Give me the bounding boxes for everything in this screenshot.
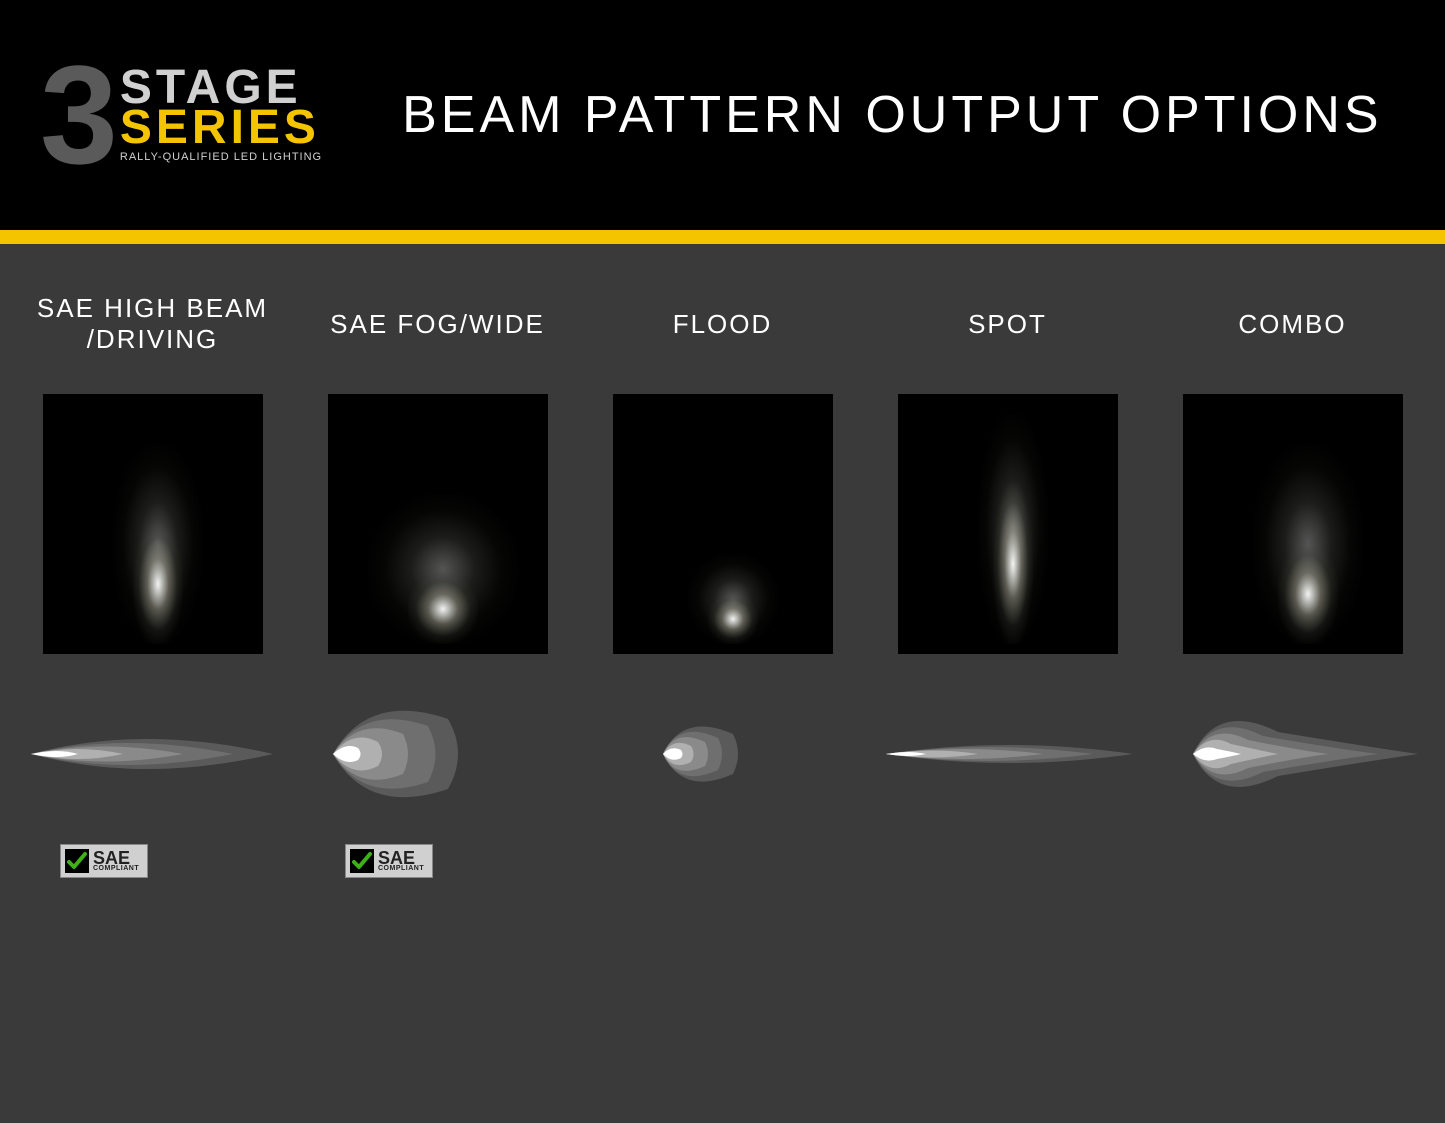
sae-badge-text: SAECOMPLIANT xyxy=(378,850,424,872)
beam-photo xyxy=(1183,394,1403,654)
accent-bar xyxy=(0,230,1445,244)
logo-tagline: RALLY-QUALIFIED LED LIGHTING xyxy=(120,153,322,162)
column-title: SAE FOG/WIDE xyxy=(330,284,545,364)
column-title: SPOT xyxy=(968,284,1047,364)
logo-number: 3 xyxy=(40,45,110,185)
beam-photo xyxy=(328,394,548,654)
beam-column: FLOOD xyxy=(590,284,855,878)
beam-photo xyxy=(43,394,263,654)
check-icon xyxy=(350,849,374,873)
beam-diagram xyxy=(878,694,1138,814)
beam-photo xyxy=(898,394,1118,654)
logo: 3 STAGE SERIES RALLY-QUALIFIED LED LIGHT… xyxy=(40,45,322,185)
check-icon xyxy=(65,849,89,873)
beam-photo xyxy=(613,394,833,654)
sae-badge-text: SAECOMPLIANT xyxy=(93,850,139,872)
column-title: COMBO xyxy=(1238,284,1346,364)
beam-diagram xyxy=(593,694,853,814)
beam-column: COMBO xyxy=(1160,284,1425,878)
beam-diagram xyxy=(1163,694,1423,814)
beam-column: SAE FOG/WIDE SAECOMPLIANT xyxy=(305,284,570,878)
beam-diagram xyxy=(308,694,568,814)
sae-compliant-badge: SAECOMPLIANT xyxy=(60,844,148,878)
content: SAE HIGH BEAM /DRIVINGSAECOMPLIANTSAE FO… xyxy=(0,244,1445,918)
beam-column: SPOT xyxy=(875,284,1140,878)
beam-diagram xyxy=(23,694,283,814)
header: 3 STAGE SERIES RALLY-QUALIFIED LED LIGHT… xyxy=(0,0,1445,230)
sae-compliant-badge: SAECOMPLIANT xyxy=(345,844,433,878)
column-title: SAE HIGH BEAM /DRIVING xyxy=(37,284,268,364)
beam-column: SAE HIGH BEAM /DRIVING SAECOMPLIANT xyxy=(20,284,285,878)
logo-line2: SERIES xyxy=(120,108,322,149)
column-title: FLOOD xyxy=(673,284,773,364)
header-title: BEAM PATTERN OUTPUT OPTIONS xyxy=(402,85,1383,145)
beam-columns: SAE HIGH BEAM /DRIVINGSAECOMPLIANTSAE FO… xyxy=(20,284,1425,878)
logo-text-block: STAGE SERIES RALLY-QUALIFIED LED LIGHTIN… xyxy=(120,68,322,163)
